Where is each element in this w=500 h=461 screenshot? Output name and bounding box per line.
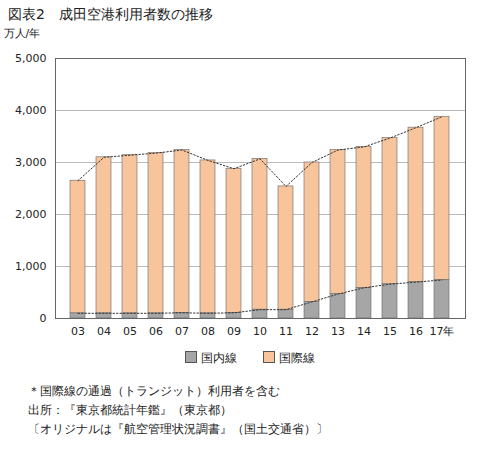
svg-text:09: 09 [227,325,241,338]
svg-text:12: 12 [305,325,319,338]
html-text:〔オリジナルは『航空管理状況調書』（国土交通省）〕: 〔オリジナルは『航空管理状況調書』（国土交通省）〕 [28,422,328,436]
html-text:国内線: 国内線 [201,350,237,365]
svg-text:07: 07 [175,325,189,338]
svg-text:05: 05 [123,325,137,338]
svg-text:4,000: 4,000 [15,104,47,117]
svg-text:5,000: 5,000 [15,52,47,65]
svg-text:14: 14 [357,325,371,338]
svg-text:0: 0 [40,312,47,325]
svg-text:08: 08 [201,325,215,338]
svg-text:13: 13 [331,325,345,338]
svg-text:万人/年: 万人/年 [4,27,41,40]
html-text:図表2 成田空港利用者数の推移: 図表2 成田空港利用者数の推移 [8,6,213,22]
svg-text:15: 15 [383,325,397,338]
svg-text:06: 06 [149,325,163,338]
html-text:国際線: 国際線 [279,350,315,365]
svg-text:04: 04 [97,325,111,338]
svg-text:03: 03 [71,325,85,338]
svg-text:11: 11 [279,325,293,338]
svg-text:1,000: 1,000 [15,260,47,273]
html-text:出所：『東京都統計年鑑』（東京都）: 出所：『東京都統計年鑑』（東京都） [28,403,232,417]
html-text:＊国際線の通過（トランジット）利用者を含む: ＊国際線の通過（トランジット）利用者を含む [28,384,280,398]
svg-text:16: 16 [409,325,423,338]
svg-text:10: 10 [253,325,267,338]
svg-text:3,000: 3,000 [15,156,47,169]
svg-text:2,000: 2,000 [15,208,47,221]
svg-text:17年: 17年 [430,325,455,338]
